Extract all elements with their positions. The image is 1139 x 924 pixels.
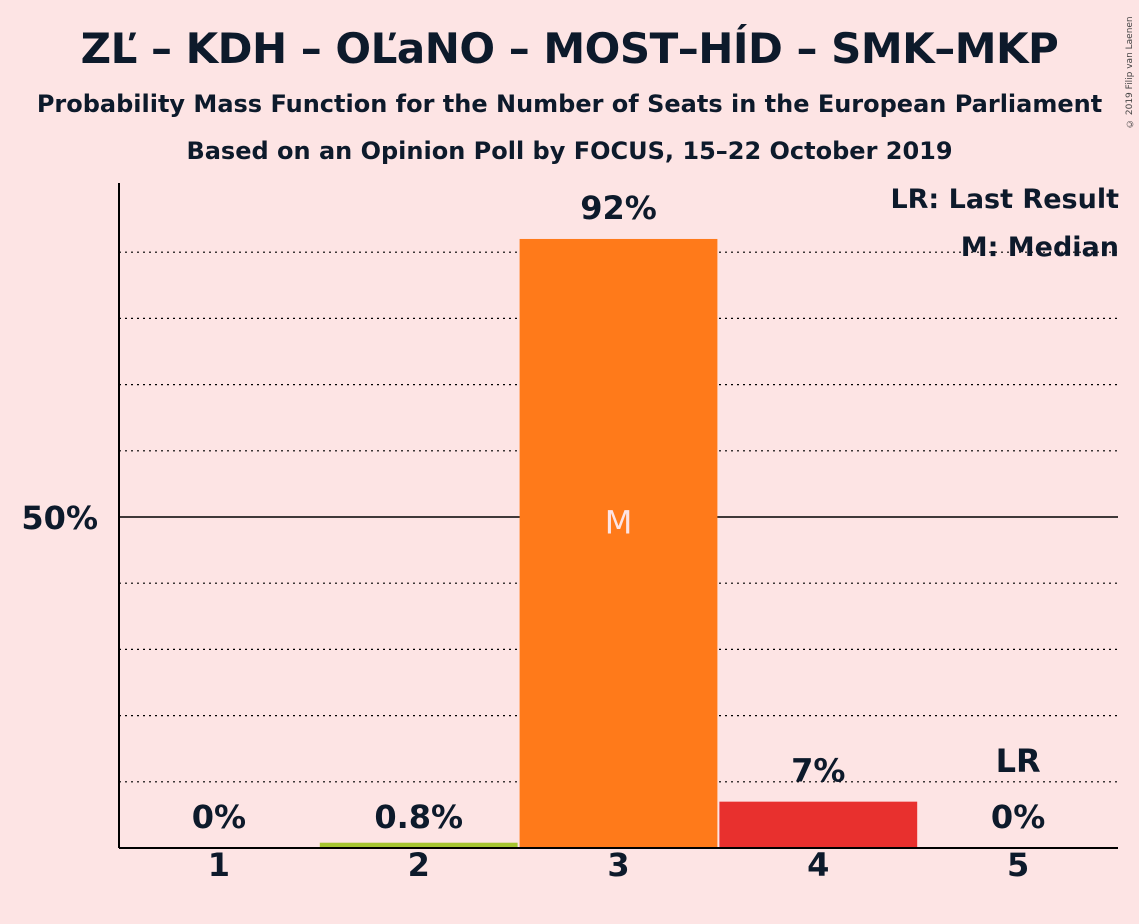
last-result-marker: LR bbox=[996, 742, 1041, 780]
x-tick-label-3: 3 bbox=[607, 846, 629, 884]
value-label-1: 0% bbox=[192, 798, 246, 836]
chart-subtitle: Probability Mass Function for the Number… bbox=[36, 90, 1103, 118]
value-label-2: 0.8% bbox=[374, 798, 463, 836]
bar-3 bbox=[519, 238, 718, 848]
bar-4 bbox=[719, 801, 918, 848]
y-tick-label-50: 50% bbox=[21, 499, 98, 537]
value-label-3: 92% bbox=[580, 189, 657, 227]
x-tick-label-5: 5 bbox=[1007, 846, 1029, 884]
x-tick-label-4: 4 bbox=[807, 846, 829, 884]
bars bbox=[319, 238, 918, 848]
legend-median: M: Median bbox=[960, 232, 1119, 263]
value-labels: 0% 0.8% 92% M 7% 0% LR bbox=[192, 189, 1046, 836]
value-label-5: 0% bbox=[991, 798, 1045, 836]
chart-title: ZĽ – KDH – OĽaNO – MOST–HÍD – SMK–MKP bbox=[80, 24, 1059, 73]
chart-subtitle-source: Based on an Opinion Poll by FOCUS, 15–22… bbox=[186, 137, 953, 165]
value-label-4: 7% bbox=[791, 752, 845, 790]
legend-last-result: LR: Last Result bbox=[890, 184, 1119, 215]
axes: 1 2 3 4 5 50% bbox=[21, 183, 1118, 884]
x-tick-label-2: 2 bbox=[408, 846, 430, 884]
x-tick-label-1: 1 bbox=[208, 846, 230, 884]
median-marker: M bbox=[605, 503, 633, 541]
bar-2 bbox=[319, 842, 518, 848]
